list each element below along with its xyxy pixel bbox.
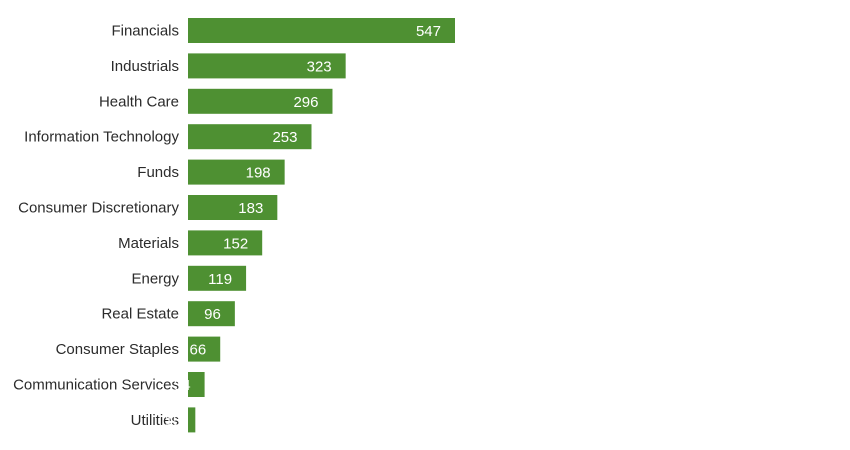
bar-group: Funds 198 <box>137 159 285 185</box>
bar <box>188 88 333 114</box>
value-label: 34 <box>174 377 191 394</box>
value-label: 547 <box>416 23 441 40</box>
category-label: Consumer Staples <box>56 341 179 358</box>
bar-group: Health Care 296 <box>99 88 333 114</box>
bar <box>188 124 312 150</box>
value-label: 253 <box>272 129 297 146</box>
category-label: Energy <box>131 270 179 287</box>
bar <box>188 159 285 185</box>
bar <box>188 53 346 79</box>
bar-group: Energy 119 <box>131 265 247 291</box>
bar <box>188 195 278 220</box>
category-label: Funds <box>137 164 179 181</box>
bar <box>188 230 263 256</box>
bar <box>188 301 235 327</box>
value-label: 323 <box>307 58 332 75</box>
bar-group: Financials 547 <box>111 18 455 43</box>
category-label: Real Estate <box>101 306 179 323</box>
bar <box>188 336 221 362</box>
category-label: Financials <box>111 23 179 40</box>
value-label: 183 <box>238 200 263 217</box>
category-label: Consumer Discretionary <box>18 200 179 217</box>
bar-group: Information Technology 253 <box>24 124 312 150</box>
bar <box>188 407 196 433</box>
bar-group: Materials 152 <box>118 230 263 256</box>
bar <box>188 18 455 43</box>
category-label: Materials <box>118 235 179 252</box>
bar <box>188 372 205 397</box>
category-label: Health Care <box>99 93 179 110</box>
bar-group: Industrials 323 <box>111 53 346 79</box>
bar-group: Consumer Staples 66 <box>56 336 221 362</box>
value-label: 198 <box>246 165 271 182</box>
category-label: Industrials <box>111 58 179 75</box>
bar-group: Real Estate 96 <box>101 301 235 327</box>
category-label: Information Technology <box>24 129 179 146</box>
value-label: 119 <box>208 271 232 288</box>
bar <box>188 265 247 291</box>
category-label: Utilities <box>131 412 179 429</box>
value-label: 152 <box>223 235 248 252</box>
value-label: 96 <box>204 306 221 323</box>
value-label: 15 <box>165 412 182 429</box>
category-label: Communication Services <box>13 377 179 394</box>
value-label: 66 <box>190 342 207 359</box>
bar-group: Consumer Discretionary 183 <box>18 195 278 220</box>
value-label: 296 <box>293 94 318 111</box>
